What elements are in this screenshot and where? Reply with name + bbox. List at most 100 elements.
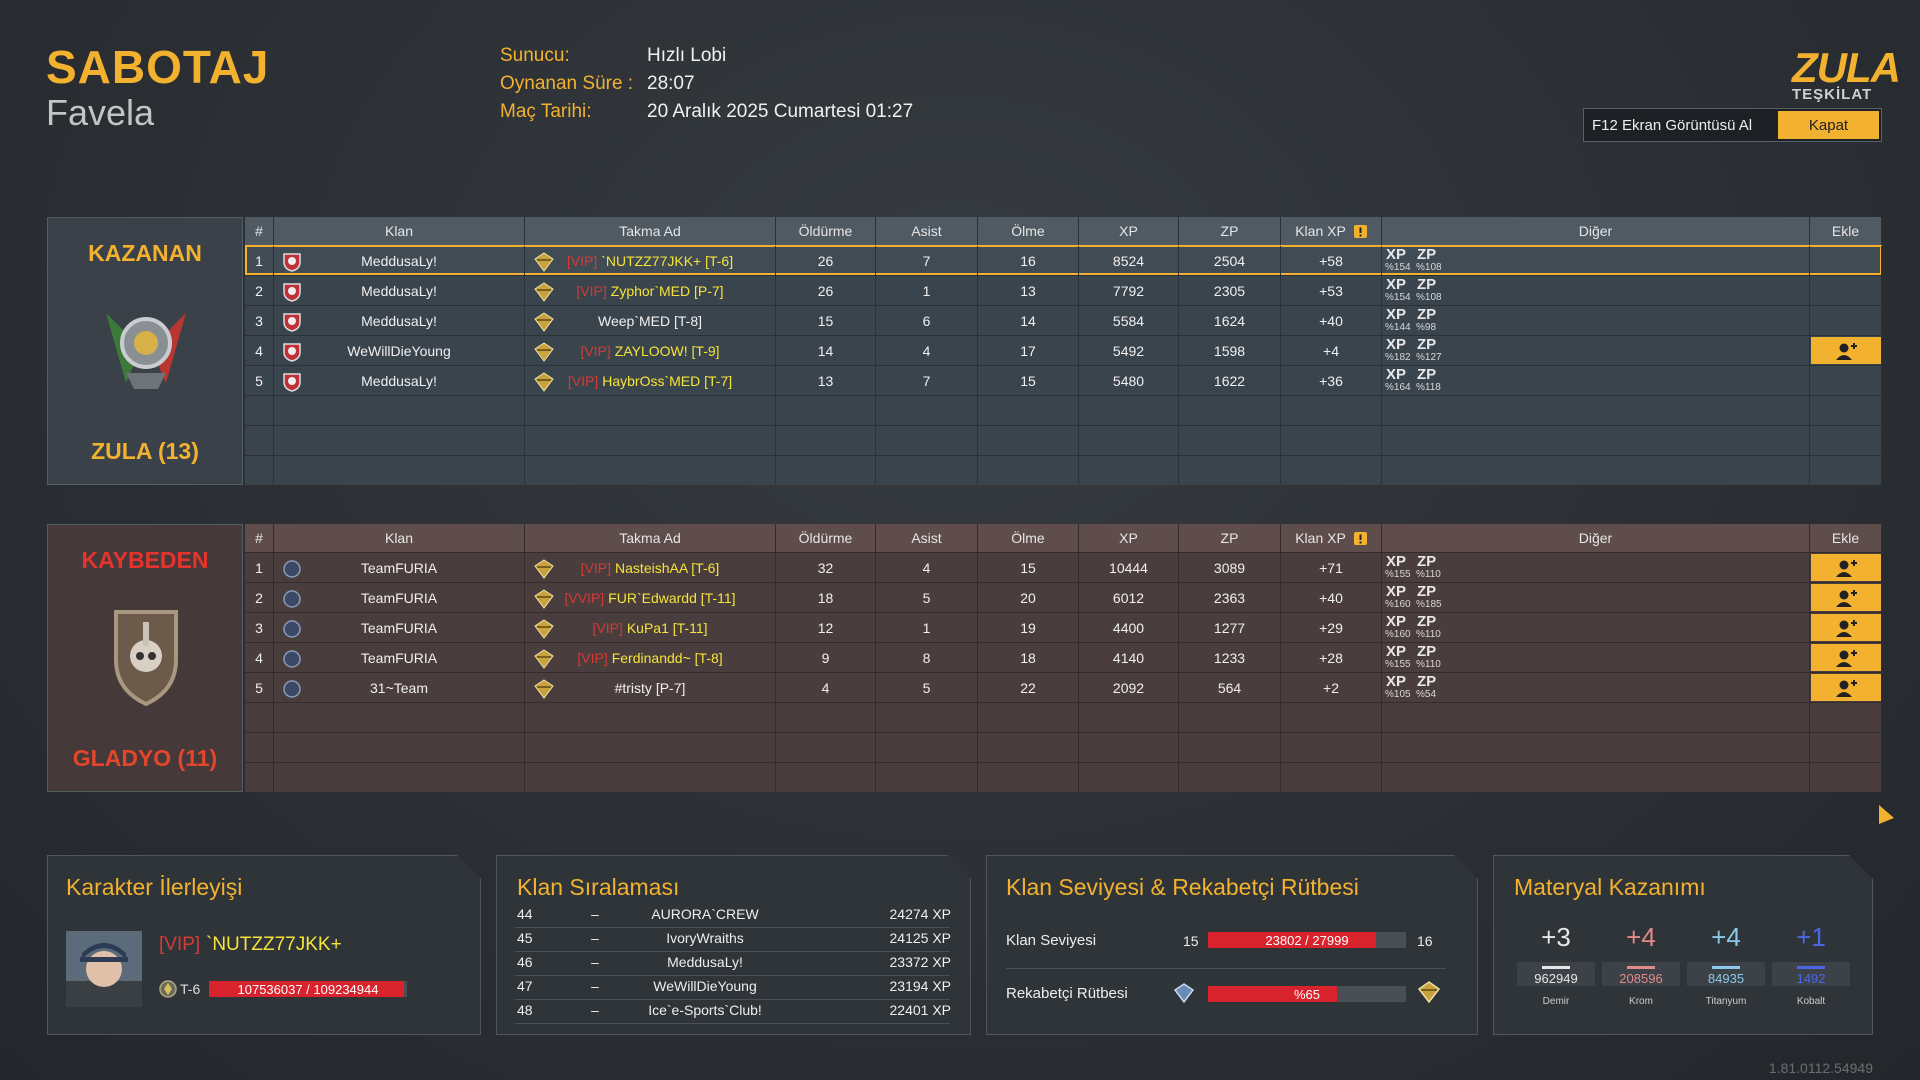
- table-cell: 26: [776, 246, 876, 275]
- table-cell: XP %144 ZP %98: [1382, 306, 1810, 335]
- bonus-value: %110: [1416, 659, 1441, 670]
- team-emblem: [114, 610, 178, 707]
- bonus-badge: XP %105: [1385, 674, 1415, 702]
- bonus-badge: XP %160: [1385, 584, 1415, 612]
- team-status: KAZANAN: [88, 240, 202, 266]
- table-cell: [1179, 703, 1281, 732]
- table-cell: MeddusaLy!: [274, 366, 525, 395]
- table-cell: 2504: [1179, 246, 1281, 275]
- table-cell: TeamFURIA: [274, 643, 525, 672]
- bonus-type: XP: [1386, 276, 1407, 293]
- column-header: Diğer: [1382, 217, 1810, 245]
- progress-bar: %65: [1208, 986, 1406, 1002]
- player-row: 2 MeddusaLy! [VIP] Zyphor`MED [P-7] 26 1 13 779…: [245, 275, 1882, 305]
- table-cell: [245, 396, 274, 425]
- add-friend-button[interactable]: [1811, 554, 1881, 581]
- table-cell: WeWillDieYoung: [274, 336, 525, 365]
- bonus-badge: XP %144: [1385, 307, 1415, 335]
- ranking-change: –: [591, 930, 599, 946]
- add-friend-button[interactable]: [1811, 337, 1881, 364]
- bonus-value: %110: [1416, 569, 1441, 580]
- bonus-type: XP: [1386, 553, 1407, 570]
- ranking-xp: 24274 XP: [889, 906, 951, 922]
- player-row: 1 TeamFURIA [VIP] NasteishAA [T-6] 32 4 15 1044…: [245, 552, 1882, 582]
- table-cell: [1281, 426, 1382, 455]
- ranking-position: 45: [517, 930, 533, 946]
- add-friend-icon: [1836, 342, 1857, 360]
- add-friend-button[interactable]: [1811, 584, 1881, 611]
- clan-name: 31~Team: [370, 679, 428, 696]
- table-cell: [1079, 456, 1179, 485]
- table-cell: 5: [876, 673, 978, 702]
- vip-tag: [VIP]: [580, 342, 611, 359]
- table-cell: [978, 426, 1079, 455]
- bonus-type: ZP: [1417, 583, 1437, 600]
- table-cell: [1810, 246, 1882, 275]
- add-friend-button[interactable]: [1811, 674, 1881, 701]
- table-cell: XP %160 ZP %110: [1382, 613, 1810, 642]
- player-nick: `NUTZZ77JKK+ [T-6]: [601, 252, 734, 269]
- table-cell: [1281, 396, 1382, 425]
- screenshot-button[interactable]: F12 Ekran Görüntüsü Al: [1592, 117, 1753, 134]
- info-value: Hızlı Lobi: [647, 45, 727, 66]
- ranking-xp: 23372 XP: [889, 954, 951, 970]
- table-cell: +2: [1281, 673, 1382, 702]
- add-friend-button[interactable]: [1811, 614, 1881, 641]
- material-stripe: [1627, 966, 1655, 969]
- table-cell: [1810, 643, 1882, 672]
- rank-icon: [534, 619, 554, 639]
- table-cell: [525, 426, 776, 455]
- table-cell: [1179, 733, 1281, 762]
- bonus-type: XP: [1386, 673, 1407, 690]
- panel-title: Materyal Kazanımı: [1514, 874, 1706, 900]
- table-cell: [1810, 613, 1882, 642]
- panel-title: Klan Seviyesi & Rekabetçi Rütbesi: [1006, 874, 1359, 900]
- table-cell: 4: [776, 673, 876, 702]
- version-label: 1.81.0112.54949: [1768, 1060, 1873, 1076]
- table-cell: 15: [978, 553, 1079, 582]
- close-button[interactable]: Kapat: [1778, 111, 1879, 139]
- clan-icon: [283, 313, 301, 332]
- ranking-clan: MeddusaLy!: [667, 954, 743, 970]
- table-cell: 10444: [1079, 553, 1179, 582]
- character-panel: Karakter İlerleyişi [VIP] `NUTZZ77JKK+ T-6 1…: [47, 855, 481, 1035]
- column-header: Ölme: [978, 217, 1079, 245]
- progress-bar: 107536037 / 109234944: [209, 981, 407, 997]
- material-total: 962949: [1534, 971, 1578, 986]
- material-name: Demir: [1542, 996, 1570, 1007]
- table-cell: [1810, 396, 1882, 425]
- table-cell: 6: [876, 306, 978, 335]
- table-cell: 22: [978, 673, 1079, 702]
- table-cell: 2: [245, 276, 274, 305]
- table-cell: [1179, 396, 1281, 425]
- table-cell: XP %105 ZP %54: [1382, 673, 1810, 702]
- add-friend-icon: [1836, 619, 1857, 637]
- add-friend-button[interactable]: [1811, 644, 1881, 671]
- empty-row: [245, 732, 1882, 762]
- bonus-value: %182: [1385, 352, 1411, 363]
- column-header: Klan XP: [1281, 524, 1382, 552]
- bonus-value: %155: [1385, 659, 1411, 670]
- table-cell: [1281, 703, 1382, 732]
- bonus-badge: XP %182: [1385, 337, 1415, 365]
- clan-icon: [283, 373, 301, 392]
- column-header: #: [245, 217, 274, 245]
- table-cell: 7: [876, 246, 978, 275]
- table-cell: [1810, 366, 1882, 395]
- clan-icon: [283, 650, 301, 668]
- bonus-type: ZP: [1417, 246, 1437, 263]
- column-header: Ekle: [1810, 217, 1882, 245]
- bonus-value: %154: [1385, 262, 1411, 273]
- materials-panel: Materyal Kazanımı +3 962949 Demir +4 208596 Kr…: [1493, 855, 1873, 1035]
- table-cell: 32: [776, 553, 876, 582]
- clan-icon: [283, 283, 301, 302]
- info-label: Sunucu:: [500, 45, 570, 66]
- material-gain: +4: [1626, 922, 1656, 952]
- table-cell: 19: [978, 613, 1079, 642]
- bonus-badge: XP %155: [1385, 554, 1415, 582]
- player-nick: Weep`MED [T-8]: [598, 312, 702, 329]
- table-cell: 3: [245, 306, 274, 335]
- bonus-value: %155: [1385, 569, 1411, 580]
- clan-icon: [283, 253, 301, 272]
- table-cell: +29: [1281, 613, 1382, 642]
